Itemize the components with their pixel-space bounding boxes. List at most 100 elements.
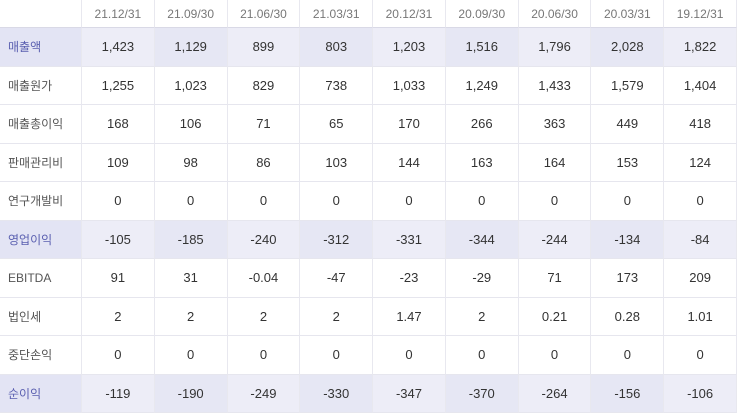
table-cell: 0 (82, 336, 155, 375)
table-cell: -29 (445, 259, 519, 298)
table-cell: 0 (82, 182, 155, 221)
row-label: 매출액 (0, 28, 82, 67)
row-label: 영업이익 (0, 220, 82, 259)
table-cell: -347 (373, 374, 446, 413)
table-cell: -240 (227, 220, 301, 259)
row-label: 판매관리비 (0, 143, 82, 182)
row-label: 매출원가 (0, 66, 82, 105)
table-cell: 0 (373, 336, 446, 375)
table-cell: 899 (227, 28, 301, 67)
column-header: 21.06/30 (227, 0, 301, 28)
table-cell: 86 (227, 143, 301, 182)
column-header: 20.03/31 (591, 0, 665, 28)
table-cell: 109 (82, 143, 155, 182)
table-cell: -105 (82, 220, 155, 259)
table-cell: -249 (227, 374, 301, 413)
table-cell: 0.21 (518, 297, 592, 336)
table-cell: 0 (227, 336, 301, 375)
table-cell: 168 (82, 105, 155, 144)
table-cell: 0 (445, 182, 519, 221)
table-cell: -330 (300, 374, 374, 413)
row-label: EBITDA (0, 259, 82, 298)
table-cell: 363 (518, 105, 592, 144)
table-cell: 209 (664, 259, 737, 298)
table-cell: 1,255 (82, 66, 155, 105)
table-cell: 0 (300, 182, 374, 221)
table-cell: -264 (518, 374, 592, 413)
table-cell: 2 (82, 297, 155, 336)
table-cell: -312 (300, 220, 374, 259)
table-cell: -370 (445, 374, 519, 413)
table-cell: 173 (591, 259, 665, 298)
table-cell: 2 (300, 297, 374, 336)
table-cell: 1,203 (373, 28, 446, 67)
column-header: 20.12/31 (373, 0, 446, 28)
table-cell: 0 (227, 182, 301, 221)
table-cell: 103 (300, 143, 374, 182)
table-cell: 266 (445, 105, 519, 144)
table-cell: 738 (300, 66, 374, 105)
table-cell: -23 (373, 259, 446, 298)
table-cell: 1,822 (664, 28, 737, 67)
table-cell: 2 (445, 297, 519, 336)
table-cell: -119 (82, 374, 155, 413)
table-cell: 71 (227, 105, 301, 144)
table-cell: 144 (373, 143, 446, 182)
table-cell: 153 (591, 143, 665, 182)
table-cell: 1,516 (445, 28, 519, 67)
column-header: 20.09/30 (445, 0, 519, 28)
table-cell: 0 (591, 182, 665, 221)
table-cell: 449 (591, 105, 665, 144)
table-cell: 106 (154, 105, 228, 144)
table-cell: 1,796 (518, 28, 592, 67)
table-cell: -190 (154, 374, 228, 413)
column-header: 19.12/31 (664, 0, 737, 28)
table-cell: 1.47 (373, 297, 446, 336)
table-cell: 0 (591, 336, 665, 375)
table-cell: -331 (373, 220, 446, 259)
table-cell: 0 (445, 336, 519, 375)
table-cell: 1,404 (664, 66, 737, 105)
table-cell: 0 (154, 336, 228, 375)
table-cell: 0 (373, 182, 446, 221)
column-header: 21.12/31 (82, 0, 155, 28)
table-cell: -244 (518, 220, 592, 259)
table-cell: 1,579 (591, 66, 665, 105)
column-header: 21.09/30 (154, 0, 228, 28)
table-cell: 1,249 (445, 66, 519, 105)
table-cell: 803 (300, 28, 374, 67)
row-label: 중단손익 (0, 336, 82, 375)
table-cell: 418 (664, 105, 737, 144)
table-cell: 1,433 (518, 66, 592, 105)
row-label: 매출총이익 (0, 105, 82, 144)
table-cell: 1.01 (664, 297, 737, 336)
header-corner (0, 0, 82, 28)
table-cell: 91 (82, 259, 155, 298)
table-cell: -84 (664, 220, 737, 259)
table-cell: 0 (300, 336, 374, 375)
table-cell: 0 (664, 336, 737, 375)
table-cell: -156 (591, 374, 665, 413)
table-cell: 170 (373, 105, 446, 144)
column-header: 20.06/30 (518, 0, 592, 28)
table-cell: 1,423 (82, 28, 155, 67)
table-cell: 1,023 (154, 66, 228, 105)
table-cell: 2 (227, 297, 301, 336)
table-cell: -344 (445, 220, 519, 259)
table-cell: -0.04 (227, 259, 301, 298)
table-cell: 98 (154, 143, 228, 182)
table-cell: 31 (154, 259, 228, 298)
table-cell: 124 (664, 143, 737, 182)
row-label: 법인세 (0, 297, 82, 336)
table-cell: -185 (154, 220, 228, 259)
table-cell: 0 (154, 182, 228, 221)
table-cell: 0 (664, 182, 737, 221)
table-cell: 2 (154, 297, 228, 336)
table-cell: 2,028 (591, 28, 665, 67)
table-cell: 829 (227, 66, 301, 105)
table-cell: 0.28 (591, 297, 665, 336)
row-label: 연구개발비 (0, 182, 82, 221)
column-header: 21.03/31 (300, 0, 374, 28)
table-cell: -47 (300, 259, 374, 298)
